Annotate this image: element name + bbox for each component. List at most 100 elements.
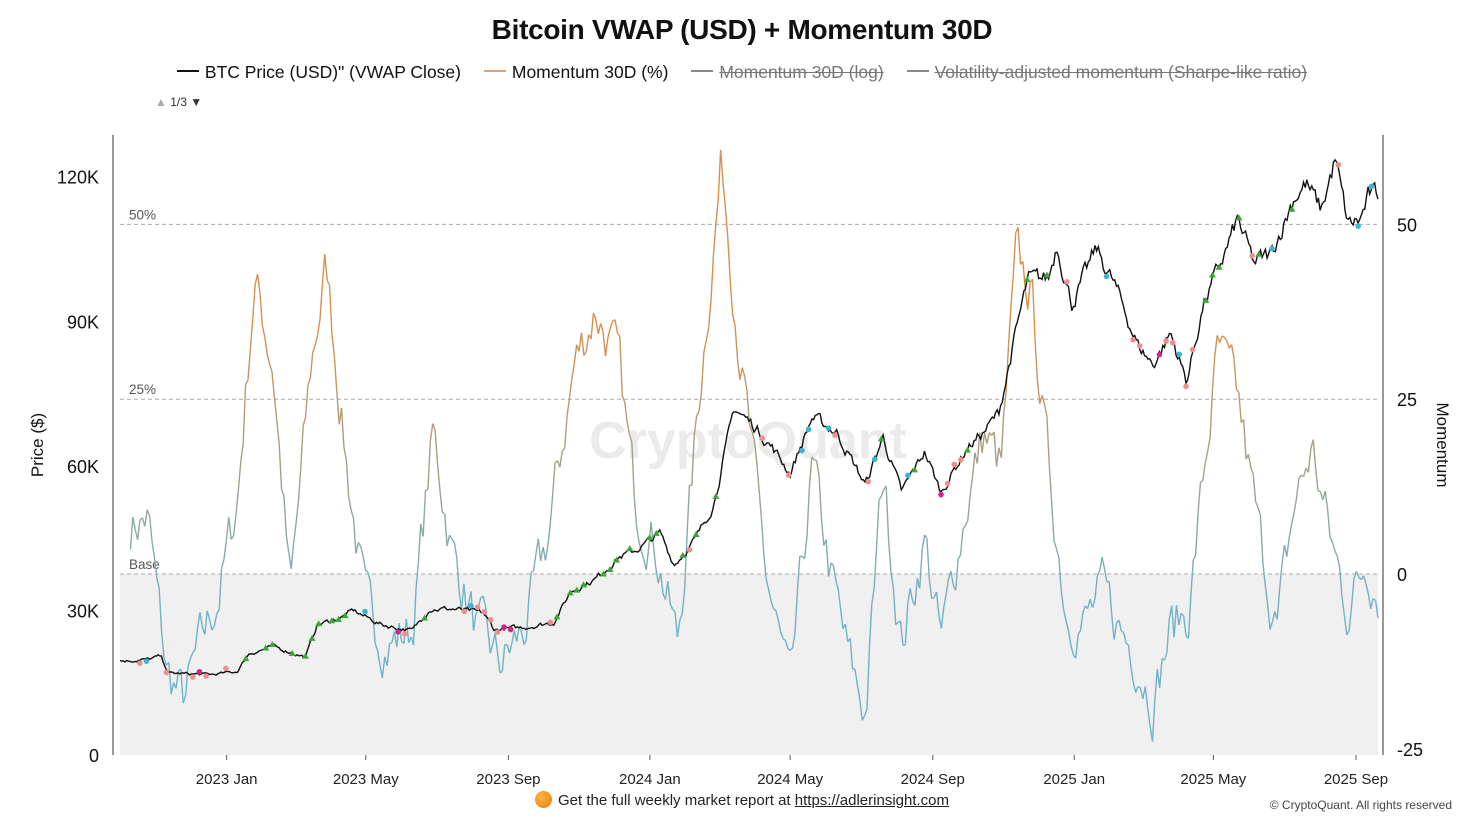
baseline-fill <box>120 574 1378 755</box>
momentum-segment <box>1214 335 1218 356</box>
chart-legend: BTC Price (USD)" (VWAP Close) Momentum 3… <box>0 62 1484 83</box>
momentum-segment <box>619 336 623 397</box>
momentum-segment <box>336 390 340 425</box>
signal-marker <box>1255 250 1263 257</box>
momentum-segment <box>1370 598 1374 609</box>
pager-up-icon[interactable]: ▲ <box>155 95 167 109</box>
momentum-segment <box>396 623 400 647</box>
momentum-segment <box>583 351 587 356</box>
signal-marker <box>712 492 720 499</box>
momentum-segment <box>943 593 947 608</box>
legend-swatch-momentum <box>483 70 506 73</box>
signal-marker <box>1163 338 1169 344</box>
signal-marker <box>1156 351 1163 358</box>
signal-marker <box>1355 223 1361 229</box>
momentum-segment <box>659 573 664 594</box>
momentum-segment <box>365 569 369 573</box>
legend-label-momentum: Momentum 30D (%) <box>511 62 669 82</box>
momentum-segment <box>321 253 326 285</box>
momentum-segment <box>928 579 933 599</box>
signal-marker <box>1064 278 1070 285</box>
momentum-segment <box>326 280 331 286</box>
momentum-segment <box>748 423 753 432</box>
momentum-segment <box>151 541 156 558</box>
momentum-segment <box>389 641 393 645</box>
momentum-segment <box>791 633 796 649</box>
momentum-segment <box>295 501 300 524</box>
momentum-segment <box>815 460 820 476</box>
momentum-segment <box>1307 448 1312 473</box>
legend-item-momentum[interactable]: Momentum 30D (%) <box>483 62 669 83</box>
momentum-segment <box>456 557 460 592</box>
momentum-segment <box>664 581 669 600</box>
signal-marker <box>566 589 574 596</box>
momentum-segment <box>1101 556 1106 569</box>
momentum-segment <box>1146 707 1151 727</box>
legend-item-sharpe[interactable]: Volatility-adjusted momentum (Sharpe-lik… <box>906 62 1307 83</box>
momentum-segment <box>700 352 705 393</box>
momentum-segment <box>532 554 537 572</box>
momentum-segment <box>405 618 410 643</box>
momentum-segment <box>1221 335 1225 338</box>
momentum-segment <box>1130 666 1134 683</box>
momentum-segment <box>566 397 571 416</box>
momentum-segment <box>196 612 201 628</box>
signal-marker <box>1130 336 1136 343</box>
momentum-segment <box>547 523 551 546</box>
momentum-segment <box>683 535 688 590</box>
momentum-segment <box>731 314 736 326</box>
momentum-segment <box>1329 536 1334 543</box>
momentum-segment <box>170 682 175 695</box>
legend-item-momentum-log[interactable]: Momentum 30D (log) <box>691 62 884 83</box>
momentum-segment <box>230 535 235 540</box>
momentum-segment <box>1252 474 1257 502</box>
signal-marker <box>825 425 832 431</box>
momentum-segment <box>827 562 832 577</box>
y-left-tick-label-4: 120K <box>57 168 99 188</box>
momentum-segment <box>434 430 439 464</box>
signal-marker <box>1335 161 1342 168</box>
orange-circle-icon <box>534 790 552 808</box>
momentum-segment <box>1350 578 1355 607</box>
momentum-segment <box>482 595 487 607</box>
signal-marker <box>308 634 316 641</box>
signal-marker <box>223 665 229 672</box>
momentum-segment <box>312 344 316 353</box>
momentum-segment <box>719 149 724 183</box>
momentum-segment <box>470 591 475 631</box>
momentum-segment <box>249 318 254 349</box>
momentum-segment <box>866 648 871 710</box>
signal-marker <box>1136 342 1143 349</box>
momentum-segment <box>1055 548 1060 558</box>
momentum-segment <box>259 293 264 326</box>
momentum-segment <box>1295 478 1300 500</box>
signal-marker <box>1235 214 1243 221</box>
momentum-segment <box>386 643 391 666</box>
momentum-segment <box>1091 599 1096 608</box>
signal-marker <box>686 546 693 553</box>
signal-marker <box>872 456 878 463</box>
momentum-segment <box>1110 614 1115 640</box>
footer-link[interactable]: https://adlerinsight.com <box>794 792 950 809</box>
momentum-segment <box>568 378 573 398</box>
momentum-segment <box>899 621 904 646</box>
legend-item-price[interactable]: BTC Price (USD)" (VWAP Close) <box>176 62 461 83</box>
pager-down-icon[interactable]: ▼ <box>190 95 203 109</box>
signal-marker <box>395 629 401 635</box>
momentum-segment <box>1194 513 1199 556</box>
momentum-segment <box>1235 389 1240 393</box>
momentum-segment <box>1123 632 1127 644</box>
momentum-segment <box>1319 491 1324 501</box>
momentum-segment <box>578 332 583 352</box>
momentum-segment <box>1288 524 1293 538</box>
momentum-segment <box>242 384 247 444</box>
momentum-segment <box>1120 630 1125 634</box>
momentum-segment <box>981 432 986 453</box>
momentum-segment <box>244 379 249 385</box>
momentum-segment <box>331 334 336 357</box>
momentum-segment <box>266 353 271 365</box>
momentum-segment <box>623 401 628 422</box>
momentum-segment <box>218 568 223 610</box>
momentum-segment <box>542 547 547 561</box>
momentum-segment <box>887 539 892 573</box>
